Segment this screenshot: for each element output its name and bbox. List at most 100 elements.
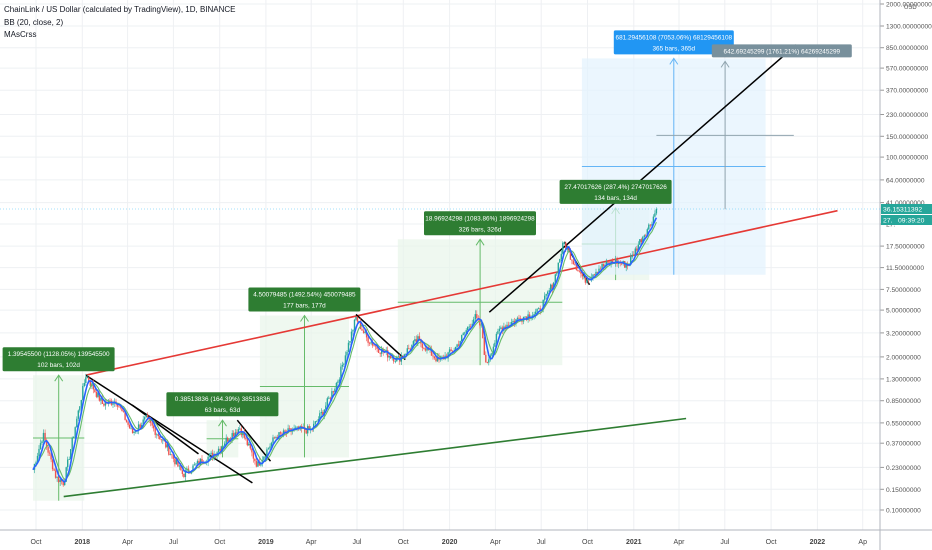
candle-body: [494, 342, 496, 347]
mascrss-indicator-label[interactable]: MAsCrss: [4, 30, 37, 39]
candle-body: [320, 412, 322, 414]
candle-body: [224, 443, 226, 446]
candle-body: [270, 442, 273, 447]
candle-body: [267, 448, 270, 450]
measure-label-text: 27.47017626 (287.4%) 2747017626: [564, 184, 667, 191]
x-tick-label: Jul: [537, 539, 546, 546]
candle-body: [640, 239, 642, 243]
current-price-tag: [881, 204, 932, 214]
candle-body: [219, 448, 221, 451]
measure-label-text: 642.69245299 (1761.21%) 64269245299: [724, 48, 841, 55]
candle-body: [390, 355, 392, 359]
candle-body: [557, 262, 559, 274]
y-tick-label: 150.00000000: [886, 134, 929, 141]
candle-body: [103, 404, 105, 406]
candle-body: [625, 264, 627, 268]
candle-body: [554, 274, 556, 283]
candle-body: [367, 337, 369, 343]
candle-body: [273, 437, 276, 439]
y-tick-label: 0.55000000: [886, 420, 921, 427]
candle-body: [112, 403, 114, 405]
candle-body: [62, 481, 64, 486]
candle-body: [374, 345, 377, 347]
candle-body: [592, 274, 594, 278]
candle-body: [430, 348, 433, 356]
candle-body: [435, 358, 437, 362]
candle-body: [193, 464, 196, 466]
candle-body: [172, 455, 175, 459]
candle-body: [423, 347, 425, 349]
candle-body: [409, 348, 411, 350]
candle-body: [536, 308, 538, 312]
candle-body: [116, 404, 119, 407]
x-tick-label: 2019: [258, 539, 274, 546]
candle-body: [67, 459, 69, 468]
candle-body: [119, 406, 122, 408]
candle-body: [221, 446, 223, 451]
measure-arrowhead: [720, 60, 730, 68]
candle-body: [547, 291, 549, 294]
x-tick-label: Oct: [214, 539, 225, 546]
candle-body: [171, 454, 173, 456]
candle-body: [350, 331, 353, 341]
y-tick-label: 0.10000000: [886, 508, 921, 515]
candle-body: [364, 332, 366, 333]
candle-body: [461, 335, 463, 341]
candle-body: [421, 343, 424, 348]
candle-body: [584, 275, 587, 283]
measure-label-box: [166, 392, 279, 417]
candle-body: [316, 421, 318, 422]
candle-body: [605, 261, 608, 266]
candle-body: [341, 364, 344, 367]
drawn-trendline: [85, 374, 253, 484]
y-tick-label: 0.23000000: [886, 465, 921, 472]
candle-body: [545, 293, 547, 296]
candle-body: [538, 308, 540, 310]
candle-body: [130, 428, 132, 430]
y-tick-label: 100.00000000: [886, 155, 929, 162]
candle-body: [156, 434, 158, 436]
candle-body: [51, 459, 54, 470]
bb-indicator-label[interactable]: BB (20, close, 2): [4, 18, 64, 27]
candle-body: [340, 366, 342, 380]
candle-body: [38, 448, 40, 456]
candle-body: [468, 326, 470, 328]
candle-body: [252, 452, 255, 459]
current-price-value: 36.15311392: [883, 207, 922, 214]
measure-label-text: 4.50079485 (1492.54%) 450079485: [253, 292, 356, 299]
candle-body: [471, 323, 473, 327]
candle-body: [491, 353, 493, 356]
candle-body: [76, 418, 78, 428]
candle-body: [64, 481, 66, 486]
candle-body: [387, 350, 389, 358]
candle-body: [329, 397, 331, 399]
x-tick-label: Oct: [31, 539, 42, 546]
candle-body: [45, 440, 48, 447]
candle-body: [365, 332, 368, 338]
candle-body: [524, 316, 526, 318]
candle-body: [544, 295, 546, 300]
candle-body: [70, 449, 72, 460]
candle-body: [473, 319, 475, 324]
y-tick-label: 0.85000000: [886, 398, 921, 405]
measure-label-text: 1.39545500 (1128.05%) 139545500: [8, 351, 110, 358]
candle-body: [150, 419, 152, 423]
candle-body: [47, 446, 49, 453]
measure-arrowhead: [475, 238, 485, 246]
candle-body: [239, 428, 241, 430]
candle-body: [68, 459, 70, 460]
candle-body: [50, 453, 52, 460]
candle-body: [195, 463, 197, 465]
candle-body: [621, 263, 623, 265]
candle-body: [651, 224, 653, 226]
candle-body: [450, 349, 452, 352]
candle-body: [586, 279, 588, 283]
candle-body: [236, 432, 238, 434]
candle-body: [459, 341, 461, 346]
candle-body: [347, 342, 350, 352]
symbol-title[interactable]: ChainLink / US Dollar (calculated by Tra…: [4, 5, 236, 14]
candle-body: [59, 479, 61, 482]
measure-label-bars: 63 bars, 63d: [205, 407, 241, 414]
candle-body: [234, 432, 236, 437]
